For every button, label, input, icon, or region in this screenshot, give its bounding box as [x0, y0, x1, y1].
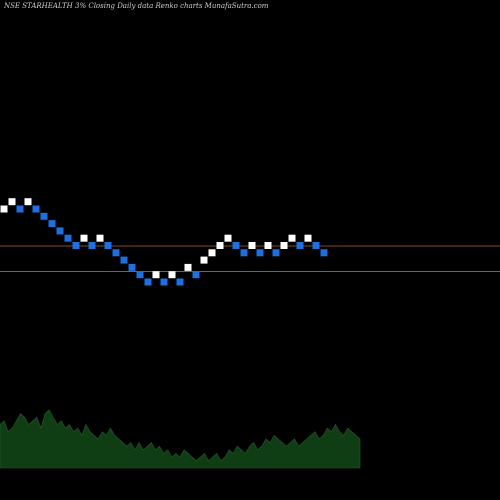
- renko-brick: [128, 263, 136, 271]
- renko-bricks: [0, 198, 328, 286]
- renko-brick: [104, 242, 112, 249]
- renko-brick: [96, 234, 104, 242]
- volume-area: [0, 409, 361, 469]
- renko-brick: [56, 227, 64, 235]
- renko-brick: [112, 249, 120, 257]
- renko-brick: [296, 242, 304, 249]
- renko-brick: [152, 271, 160, 279]
- renko-brick: [16, 205, 24, 213]
- renko-brick: [160, 278, 168, 286]
- renko-brick: [264, 242, 272, 249]
- renko-brick: [24, 198, 32, 206]
- renko-brick: [0, 205, 8, 213]
- renko-brick: [240, 249, 248, 257]
- chart-title: NSE STARHEALTH 3% Closing Daily data Ren…: [4, 2, 269, 10]
- renko-brick: [256, 249, 264, 257]
- reference-lines: [0, 245, 500, 272]
- renko-brick: [216, 242, 224, 249]
- renko-brick: [272, 249, 280, 257]
- renko-brick: [184, 263, 192, 271]
- renko-brick: [32, 205, 40, 213]
- renko-brick: [64, 234, 72, 242]
- renko-brick: [312, 242, 320, 249]
- renko-brick: [40, 212, 48, 220]
- renko-brick: [288, 234, 296, 242]
- renko-brick: [136, 271, 144, 279]
- volume-panel: [0, 409, 361, 469]
- renko-brick: [176, 278, 184, 286]
- renko-brick: [72, 242, 80, 249]
- renko-brick: [200, 256, 208, 264]
- renko-brick: [192, 271, 200, 279]
- renko-brick: [48, 220, 56, 228]
- renko-brick: [80, 234, 88, 242]
- renko-brick: [304, 234, 312, 242]
- renko-brick: [8, 198, 16, 206]
- renko-brick: [280, 242, 288, 249]
- renko-brick: [168, 271, 176, 279]
- renko-brick: [88, 242, 96, 249]
- renko-brick: [208, 249, 216, 257]
- renko-brick: [232, 242, 240, 249]
- renko-brick: [320, 249, 328, 257]
- renko-brick: [224, 234, 232, 242]
- renko-brick: [144, 278, 152, 286]
- renko-brick: [120, 256, 128, 264]
- renko-brick: [248, 242, 256, 249]
